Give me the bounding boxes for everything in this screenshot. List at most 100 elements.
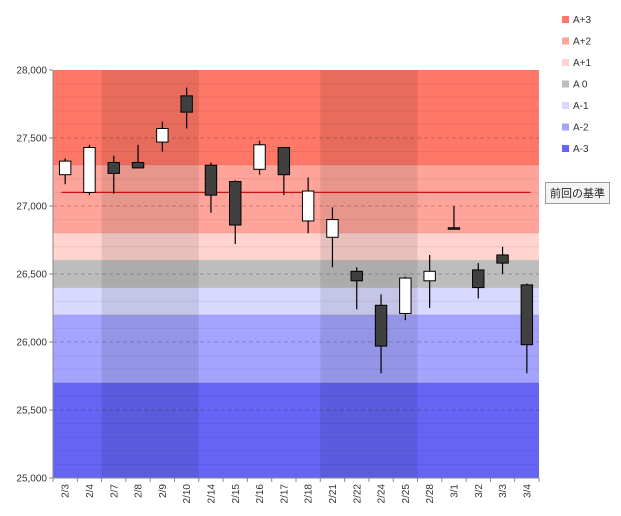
legend-label: A 0: [573, 80, 588, 91]
week-shade-1: [320, 70, 418, 478]
candle-body: [374, 304, 388, 347]
candle-body: [58, 160, 72, 176]
candle-body: [253, 144, 266, 170]
x-tick-label: 2/22: [352, 484, 363, 504]
candle-2-22: [350, 267, 363, 310]
candle-2-8: [131, 144, 145, 169]
legend-item: A+3: [562, 15, 592, 26]
x-tick-label: 2/14: [206, 484, 217, 504]
x-tick-label: 2/28: [425, 484, 436, 504]
candle-2-3: [58, 158, 72, 185]
x-tick-label: 3/1: [449, 484, 460, 498]
legend-item: A+2: [562, 37, 592, 48]
x-tick-label: 3/4: [522, 484, 533, 498]
reference-line-label: 前回の基準: [545, 182, 610, 204]
candle-2-18: [301, 177, 315, 234]
candle-2-4: [83, 144, 96, 196]
legend-label: A+1: [573, 58, 592, 69]
candle-2-7: [107, 155, 120, 194]
candle-2-28: [423, 254, 436, 308]
x-tick-label: 2/4: [85, 484, 96, 498]
x-tick-label: 2/24: [377, 484, 388, 504]
legend: A+3 A+2 A+1 A 0 A-1 A-2 A-3: [562, 15, 592, 155]
x-tick-label: 2/3: [61, 484, 72, 498]
y-tick-label: 27,000: [16, 202, 47, 213]
candle-body: [229, 181, 242, 226]
x-tick-label: 2/16: [255, 484, 266, 504]
y-tick-label: 25,000: [16, 474, 47, 485]
candle-2-25: [399, 276, 412, 321]
candle-body: [277, 147, 291, 176]
x-tick-label: 3/2: [474, 484, 485, 498]
x-tick-label: 3/3: [498, 484, 509, 498]
candle-2-16: [253, 140, 266, 175]
legend-label: A-3: [573, 144, 589, 155]
y-tick-label: 28,000: [16, 66, 47, 77]
legend-swatch: [562, 37, 569, 45]
band-a0: [53, 260, 539, 288]
band-aplus2: [53, 165, 539, 234]
candle-2-21: [326, 207, 339, 268]
candle-body: [496, 254, 509, 264]
candle-body: [447, 227, 461, 230]
band-aminus2: [53, 314, 539, 383]
band-aminus3: [53, 382, 539, 478]
y-tick-label: 26,000: [16, 338, 47, 349]
x-tick-label: 2/9: [158, 484, 169, 498]
candle-body: [399, 277, 412, 314]
legend-label: A+2: [573, 37, 592, 48]
legend-swatch: [562, 102, 569, 109]
x-tick-label: 2/7: [109, 484, 120, 498]
candle-body: [131, 161, 145, 169]
candle-2-24: [374, 294, 388, 374]
legend-swatch: [562, 123, 569, 131]
band-aplus3: [53, 70, 539, 166]
candle-2-15: [229, 180, 242, 245]
candle-body: [83, 147, 96, 193]
candle-body: [301, 190, 315, 222]
legend-item: A-2: [562, 123, 589, 134]
x-tick-label: 2/21: [328, 484, 339, 504]
candle-2-10: [180, 87, 193, 129]
band-aminus1: [53, 287, 539, 315]
candle-body: [156, 127, 169, 143]
legend-item: A-1: [562, 101, 589, 112]
legend-item: A+1: [562, 58, 592, 69]
candle-body: [180, 95, 193, 113]
legend-swatch: [562, 59, 569, 66]
candle-body: [204, 164, 218, 196]
y-tick-label: 25,500: [16, 406, 47, 417]
band-aplus1: [53, 233, 539, 261]
legend-label: A+3: [573, 15, 592, 26]
candle-3-1: [447, 206, 461, 230]
legend-swatch: [562, 16, 569, 23]
candle-2-9: [156, 121, 169, 152]
x-axis: 2/3 2/4 2/7 2/8 2/9 2/10 2/14 2/15 2/16 2/17 2/18 2…: [52, 477, 540, 504]
candle-layer: [58, 87, 534, 374]
y-tick-label: 27,500: [16, 134, 47, 145]
x-tick-label: 2/15: [231, 484, 242, 504]
x-tick-label: 2/25: [401, 484, 412, 504]
candle-body: [107, 161, 120, 174]
candle-3-3: [496, 246, 509, 274]
candle-body: [520, 284, 534, 346]
band-layer: [53, 70, 539, 478]
x-tick-label: 2/18: [304, 484, 315, 504]
y-axis: 25,000 25,500 26,000 26,500 27,000 27,500 28,0…: [16, 66, 54, 485]
x-tick-label: 2/17: [279, 484, 290, 504]
week-shade-layer: [101, 70, 418, 478]
y-tick-label: 26,500: [16, 270, 47, 281]
legend-item: A-3: [562, 144, 589, 155]
candle-body: [326, 219, 339, 238]
legend-label: A-2: [573, 123, 589, 134]
x-tick-label: 2/10: [182, 484, 193, 504]
legend-item: A 0: [562, 80, 588, 91]
week-shade-0: [101, 70, 199, 478]
candle-body: [472, 269, 485, 289]
legend-swatch: [562, 80, 569, 88]
candle-3-4: [520, 283, 534, 374]
candle-body: [350, 270, 363, 282]
candle-3-2: [472, 263, 485, 299]
legend-swatch: [562, 145, 569, 152]
